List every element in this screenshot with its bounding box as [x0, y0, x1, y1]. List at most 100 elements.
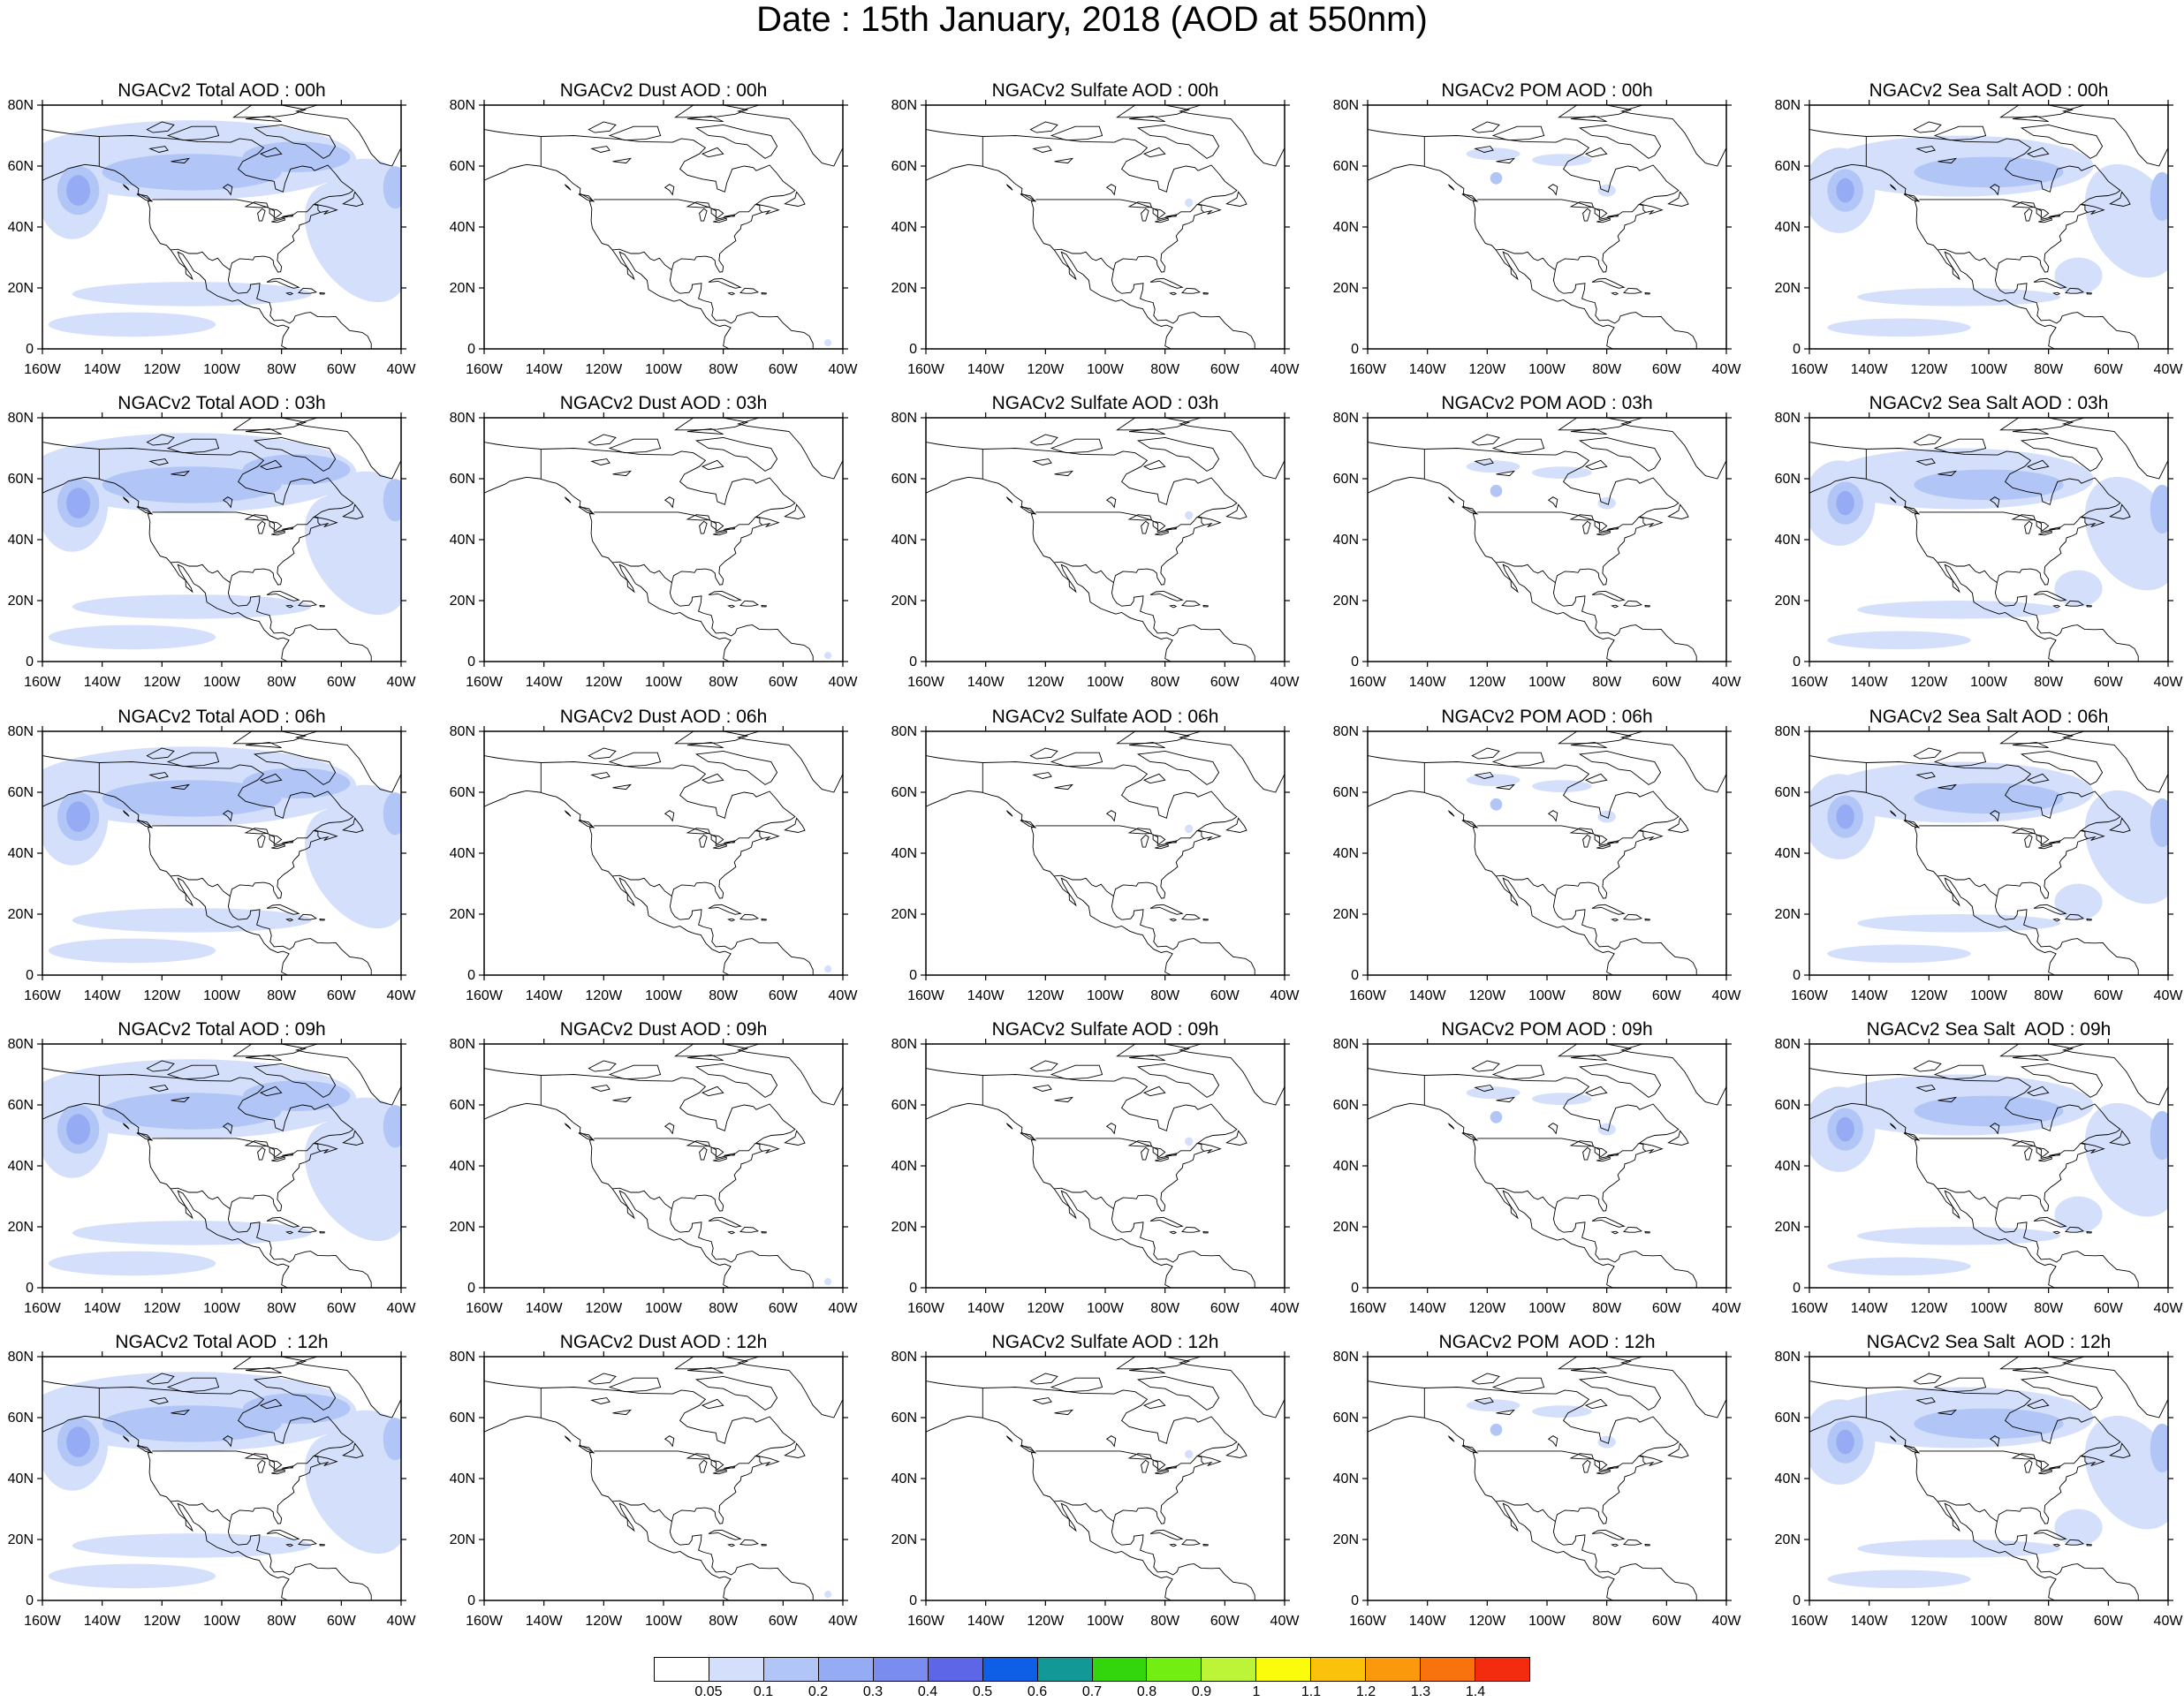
- lon-tick-label: 120W: [1027, 675, 1065, 690]
- lon-tick-label: 80W: [2034, 1301, 2064, 1316]
- lat-tick-label: 40N: [1333, 1159, 1359, 1174]
- lat-tick-label: 40N: [1333, 1471, 1359, 1486]
- panel-title-sea-salt-aod-00h: NGACv2 Sea Salt AOD : 00h: [1869, 80, 2109, 101]
- island-outline: [246, 115, 282, 123]
- lat-tick-label: 60N: [450, 1098, 475, 1113]
- island-outline: [1578, 750, 1662, 785]
- island-outline: [1169, 1543, 1178, 1547]
- lake-outline: [244, 201, 269, 208]
- panel-title-dust-aod-03h: NGACv2 Dust AOD : 03h: [559, 393, 768, 413]
- aod-field: [1809, 1074, 2168, 1276]
- lake-outline: [710, 1459, 724, 1471]
- aod-plume: [383, 479, 401, 522]
- lon-tick-label: 60W: [769, 362, 799, 377]
- island-outline: [166, 125, 220, 141]
- lat-tick-label: 60N: [8, 1411, 34, 1426]
- map-frame: [1367, 730, 1727, 976]
- island-outline: [1623, 913, 1643, 920]
- lon-tick-label: 80W: [1592, 675, 1622, 690]
- colorbar-swatch: [709, 1658, 764, 1681]
- lake-outline: [699, 208, 708, 222]
- island-outline: [1611, 1543, 1619, 1547]
- island-outline: [253, 436, 337, 472]
- lake-outline: [148, 1397, 169, 1404]
- island-outline: [319, 919, 326, 921]
- island-outline: [1619, 105, 1726, 167]
- lake-outline: [1165, 526, 1178, 530]
- lat-tick-label: 60N: [1775, 785, 1801, 800]
- island-outline: [1903, 506, 1921, 515]
- lon-tick-label: 160W: [466, 1301, 504, 1316]
- island-outline: [1644, 1544, 1651, 1547]
- aod-plume: [1185, 824, 1194, 834]
- island-outline: [1933, 752, 1987, 768]
- map-frame: [483, 1043, 844, 1289]
- lake-outline: [1141, 1146, 1149, 1161]
- lake-outline: [1152, 520, 1166, 532]
- island-outline: [727, 291, 736, 296]
- lake-outline: [1582, 208, 1591, 222]
- island-outline: [1591, 904, 1626, 915]
- map-panel-total-aod-00h: 80N 60N 40N 20N 0 160W 140W 120W 100W 80W 60W 40W: [8, 98, 417, 377]
- lake-outline: [1596, 843, 1611, 850]
- island-outline: [1571, 1366, 1607, 1374]
- lon-tick-label: 120W: [1468, 675, 1506, 690]
- island-outline: [266, 904, 300, 915]
- lake-outline: [1915, 458, 1936, 465]
- lat-tick-label: 60N: [450, 785, 475, 800]
- panel-title-sea-salt-aod-12h: NGACv2 Sea Salt AOD : 12h: [1866, 1332, 2112, 1352]
- lat-tick-label: 0: [26, 968, 34, 983]
- lat-tick-label: 0: [1351, 342, 1359, 357]
- us-mexico-border: [171, 874, 231, 896]
- island-outline: [727, 1230, 736, 1235]
- lat-tick-label: 80N: [891, 1037, 917, 1052]
- us-mexico-border: [1054, 1187, 1114, 1209]
- lake-outline: [710, 834, 724, 845]
- island-outline: [1999, 1044, 2074, 1057]
- aod-plume: [1597, 1435, 1616, 1449]
- coastline-west: [484, 163, 732, 349]
- map-frame: [483, 417, 844, 662]
- lon-tick-label: 100W: [1087, 675, 1125, 690]
- aod-plume: [2150, 171, 2168, 222]
- island-outline: [2013, 741, 2049, 749]
- lon-tick-label: 40W: [1712, 675, 1742, 690]
- lon-tick-label: 60W: [769, 1301, 799, 1316]
- island-outline: [761, 1231, 768, 1234]
- aod-plume: [2054, 1509, 2103, 1546]
- island-outline: [2086, 605, 2093, 608]
- island-outline: [1050, 1377, 1103, 1393]
- us-canada-border: [152, 511, 322, 533]
- aod-plume: [824, 965, 832, 973]
- aod-plume: [1827, 1257, 1971, 1276]
- lon-tick-label: 160W: [24, 675, 62, 690]
- lon-tick-label: 140W: [84, 362, 122, 377]
- island-outline: [1225, 817, 1247, 833]
- lake-outline: [1938, 783, 1958, 790]
- island-outline: [1471, 1373, 1500, 1385]
- lon-tick-label: 40W: [1270, 675, 1301, 690]
- island-outline: [1471, 121, 1500, 133]
- lon-tick-label: 100W: [645, 988, 683, 1003]
- island-outline: [687, 1366, 724, 1374]
- panel-title-sea-salt-aod-03h: NGACv2 Sea Salt AOD : 03h: [1869, 393, 2109, 413]
- aod-plume: [2150, 1423, 2168, 1473]
- lon-tick-label: 160W: [24, 1301, 62, 1316]
- lon-tick-label: 80W: [1150, 1301, 1180, 1316]
- island-outline: [1644, 605, 1651, 608]
- lat-tick-label: 80N: [1333, 98, 1359, 113]
- panel-title-sulfate-aod-00h: NGACv2 Sulfate AOD : 00h: [991, 80, 1219, 101]
- lake-outline: [1054, 470, 1074, 477]
- lon-tick-label: 160W: [907, 1301, 945, 1316]
- lat-tick-label: 20N: [450, 281, 475, 296]
- lat-tick-label: 20N: [450, 907, 475, 922]
- island-outline: [1903, 1445, 1921, 1454]
- lon-tick-label: 100W: [645, 675, 683, 690]
- lake-outline: [171, 1409, 191, 1416]
- aod-plume: [1857, 601, 2061, 619]
- island-outline: [1129, 1054, 1165, 1062]
- island-outline: [1029, 747, 1058, 760]
- island-outline: [1623, 600, 1643, 607]
- map-panel-pom-aod-00h: 80N 60N 40N 20N 0 160W 140W 120W 100W 80W 60W 40W: [1333, 98, 1742, 377]
- lon-tick-label: 40W: [1712, 988, 1742, 1003]
